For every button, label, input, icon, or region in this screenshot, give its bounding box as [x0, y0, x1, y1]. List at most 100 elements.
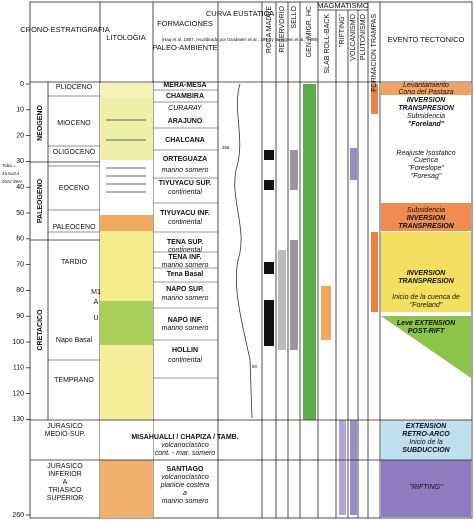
litho-dashes	[106, 119, 146, 193]
formation: TIYUYACU INF.	[160, 210, 210, 217]
tick-label: 260	[12, 512, 24, 519]
vertical-header: FORMACION TRAMPAS	[371, 14, 378, 92]
litho-band	[100, 215, 153, 231]
seal	[278, 150, 298, 350]
tectonic-event: Leve EXTENSION	[397, 320, 456, 327]
lower-unit: SUPERIOR	[47, 495, 84, 502]
epoch: PLIOCENO	[56, 84, 93, 91]
tectonic-event: SUBDUCCION	[402, 447, 450, 454]
formation: TENA SUP.	[167, 239, 203, 246]
formation: marino somero	[162, 295, 209, 302]
litho-band	[100, 301, 153, 345]
period: PALEOGENO	[37, 178, 44, 223]
tectonic-event: TRANSPRESION	[398, 223, 455, 230]
lower-unit: INFERIOR	[48, 471, 81, 478]
source-rock	[264, 150, 274, 346]
tectonic-event: Cuenca	[414, 157, 438, 164]
vertical-header: ROCA MADRE	[266, 6, 273, 53]
frame	[29, 1, 473, 519]
vertical-header: VOLCANISMO	[350, 13, 357, 60]
tectonic-event: Levantamiento	[403, 82, 449, 89]
tectonic-event: "Foresag"	[411, 173, 442, 180]
litho-band	[100, 160, 153, 215]
source-block	[264, 180, 274, 190]
vertical-header: GEN./MIGR. HC	[306, 6, 313, 57]
event-box	[381, 83, 471, 95]
lower-unit: JURASICO	[47, 463, 83, 470]
epoch: TEMPRANO	[54, 377, 94, 384]
tectonic-event: RETRO-ARCO	[402, 431, 450, 438]
tick-label: 50	[16, 210, 24, 217]
epoch: TARDIO	[61, 259, 87, 266]
tectonic-event: POST-RIFT	[408, 328, 445, 335]
event-box	[381, 316, 471, 378]
header-note: (Haq et al. 1987, recalibrada por Gradst…	[161, 37, 319, 42]
formation: continental	[168, 189, 202, 196]
epoch: Napo Basal	[56, 337, 93, 344]
formation: volcanoclastico	[161, 474, 209, 481]
tectonic-event: Subsidencia	[407, 207, 445, 214]
source-block	[264, 300, 274, 346]
formation: cont. - mar. somero	[155, 450, 216, 457]
formation: planicie costera	[160, 482, 210, 489]
tectonic-event: Reajuste Isostatico	[396, 150, 455, 157]
formation: marino somero	[162, 262, 209, 269]
lower-unit: A	[63, 479, 68, 486]
tectonic-event: EXTENSION	[406, 423, 447, 430]
tectonic-event: "Foreslope"	[408, 165, 445, 172]
formation: marino somero	[162, 325, 209, 332]
tick-label: 10	[16, 107, 24, 114]
header: EVENTO TECTONICO	[388, 35, 465, 44]
trap-bar	[371, 84, 378, 114]
formation: continental	[168, 219, 202, 226]
formation: CURARAY	[168, 105, 203, 112]
tick-label: 20	[16, 132, 24, 139]
tick-label: 90	[16, 313, 24, 320]
tick-label: 40	[16, 184, 24, 191]
tectonic-event: Inicio de la	[409, 439, 443, 446]
annotation: Toba =	[2, 163, 16, 168]
vertical-header: PLUTONISMO	[360, 13, 367, 60]
formation: a	[183, 490, 187, 497]
tectonic-event: INVERSION	[407, 270, 446, 277]
litho-band	[100, 98, 153, 160]
formation: CHALCANA	[165, 137, 205, 144]
header: LITOLOGIA	[106, 33, 145, 42]
source-block	[264, 150, 274, 160]
formation: TENA INF.	[168, 254, 201, 261]
lower-unit: TRIASICO	[48, 487, 82, 494]
tick-label: 80	[16, 287, 24, 294]
vertical-header: RESERVORIO	[279, 5, 286, 52]
seal-block	[290, 150, 298, 190]
formation: ARAJUNO	[168, 118, 203, 125]
lower-unit: JURASICO	[47, 423, 83, 430]
header: PALEO-AMBIENTE	[152, 43, 217, 52]
formation: marino somero	[162, 498, 209, 505]
formation: MERA-MESA	[163, 82, 206, 89]
header: CURVA EUSTATICA	[206, 9, 274, 18]
annotation: 90	[252, 364, 258, 369]
formation: HOLLIN	[172, 347, 198, 354]
event-box	[381, 203, 471, 231]
event-box	[381, 232, 471, 312]
vertical-header: "RIFTING"	[339, 13, 346, 46]
event-box	[381, 460, 471, 517]
period: CRETACICO	[37, 309, 44, 351]
formation: continental	[168, 357, 202, 364]
source-block	[264, 262, 274, 274]
vertical-header: SLAB ROLL-BACK	[324, 14, 331, 74]
tectonic-event: Inicio de la cuenca de	[392, 294, 460, 301]
vertical-header: SELLO	[291, 5, 298, 28]
header: MAGMATISMO	[317, 1, 369, 10]
content: 0 10 20 30 40 50 60 70 80 90 100 110 120 130 260 NEOGEN…	[2, 81, 472, 519]
tectonic-event: Subsidencia	[407, 113, 445, 120]
vertical-headers: ROCA MADRE RESERVORIO SELLO GEN./MIGR. HC SL…	[266, 5, 378, 91]
gen-migr-bar	[303, 84, 316, 420]
tectonic-event: "Foreland"	[410, 302, 443, 309]
litho-band	[100, 83, 153, 98]
tectonic-event: INVERSION	[407, 97, 446, 104]
eustatic-curve	[234, 83, 253, 419]
seal-block	[290, 240, 298, 350]
formation: SANTIAGO	[167, 466, 205, 473]
